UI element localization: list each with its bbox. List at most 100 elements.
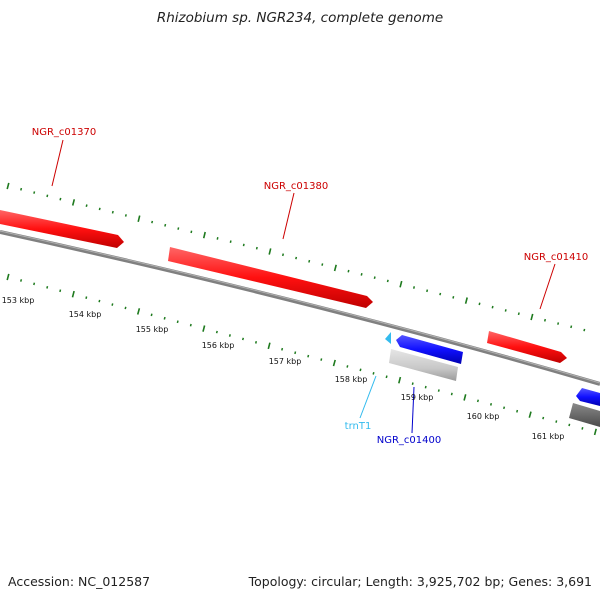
forward-tick-1 (20, 187, 23, 191)
forward-scale-ticks (6, 182, 586, 332)
scale-tick-38 (502, 406, 506, 410)
label-NGR_c01410[interactable]: NGR_c01410 (524, 252, 589, 263)
forward-tick-38 (504, 309, 507, 312)
forward-tick-23 (308, 259, 311, 263)
forward-tick-25 (333, 264, 337, 272)
scale-tick-12 (163, 316, 166, 320)
forward-tick-37 (491, 305, 494, 309)
gene-NGR_c01380-arrow[interactable] (168, 247, 373, 308)
gray-feature-block-right[interactable] (569, 403, 600, 427)
forward-tick-43 (570, 325, 573, 329)
scale-tick-25 (332, 359, 336, 367)
label-NGR_c01380[interactable]: NGR_c01380 (264, 181, 329, 192)
forward-tick-14 (190, 230, 193, 234)
scale-tick-33 (437, 389, 440, 392)
label-trnT1[interactable]: trnT1 (345, 421, 372, 432)
scale-tick-44 (581, 427, 584, 430)
forward-tick-39 (517, 312, 520, 316)
scale-tick-3 (46, 286, 49, 289)
scale-tick-40 (528, 411, 532, 418)
forward-tick-18 (242, 243, 245, 247)
scale-tick-5 (71, 290, 75, 298)
scale-tick-39 (516, 409, 519, 413)
forward-tick-36 (478, 302, 481, 306)
scale-tick-1 (19, 279, 23, 282)
label-NGR_c01400[interactable]: NGR_c01400 (377, 435, 442, 446)
scale-tick-0 (6, 273, 10, 281)
gene-NGR_c01400-arrow[interactable] (396, 335, 463, 364)
forward-tick-28 (373, 276, 376, 279)
forward-tick-5 (71, 199, 76, 206)
forward-tick-15 (202, 231, 206, 239)
accession-text: Accession: NC_012587 (8, 574, 151, 589)
scale-tick-36 (476, 399, 480, 403)
scale-tick-9 (124, 306, 127, 310)
forward-tick-26 (347, 269, 350, 273)
forward-tick-32 (426, 289, 429, 293)
scale-tick-32 (424, 385, 427, 389)
scale-tick-20 (267, 342, 271, 350)
scale-tick-26 (346, 365, 349, 368)
scale-tick-16 (215, 330, 218, 334)
scale-tick-30 (398, 376, 402, 384)
scale-tick-7 (98, 299, 101, 303)
gene-right-edge-arrow[interactable] (576, 388, 600, 406)
scale-tick-34 (450, 392, 453, 396)
forward-tick-4 (59, 197, 62, 201)
scale-tick-37 (489, 403, 493, 406)
forward-tick-35 (464, 297, 468, 304)
reverse-scale-ticks (6, 273, 597, 436)
genome-backbone-highlight (0, 230, 600, 384)
forward-tick-16 (216, 237, 219, 240)
scale-tick-10 (136, 308, 141, 315)
scale-tick-43 (568, 423, 571, 427)
forward-tick-30 (399, 280, 403, 288)
forward-tick-20 (268, 248, 272, 255)
scale-label-158kbp: 158 kbp (335, 375, 368, 384)
forward-tick-7 (98, 207, 101, 211)
scale-tick-27 (359, 368, 362, 372)
scale-tick-11 (150, 313, 153, 317)
trna-trnT1-arrow[interactable] (385, 332, 391, 344)
scale-tick-2 (33, 282, 36, 286)
gene-NGR_c01410-arrow[interactable] (487, 331, 567, 363)
forward-tick-41 (543, 318, 547, 322)
forward-tick-42 (557, 322, 560, 325)
scale-tick-4 (59, 289, 62, 293)
forward-tick-12 (164, 223, 167, 227)
scale-tick-14 (189, 323, 192, 327)
forward-tick-6 (85, 204, 88, 207)
forward-tick-22 (295, 256, 298, 260)
genome-summary-text: Topology: circular; Length: 3,925,702 bp… (248, 574, 592, 589)
forward-tick-29 (386, 279, 389, 283)
callout-NGR_c01380 (282, 192, 295, 240)
scale-label-157kbp: 157 kbp (269, 357, 302, 366)
scale-tick-8 (111, 303, 114, 306)
scale-label-160kbp: 160 kbp (467, 412, 500, 421)
forward-tick-27 (360, 273, 363, 276)
forward-tick-31 (412, 286, 416, 289)
scale-tick-19 (254, 341, 258, 344)
forward-tick-11 (151, 220, 154, 224)
scale-label-153kbp: 153 kbp (2, 296, 35, 305)
callout-trnT1 (359, 375, 377, 419)
label-NGR_c01370[interactable]: NGR_c01370 (32, 127, 97, 138)
forward-tick-34 (452, 296, 455, 299)
forward-tick-0 (6, 182, 10, 190)
forward-tick-8 (111, 210, 114, 214)
genome-title: Rhizobium sp. NGR234, complete genome (156, 10, 444, 26)
forward-tick-21 (281, 253, 285, 257)
gene-NGR_c01370-arrow[interactable] (0, 210, 124, 248)
scale-tick-6 (85, 296, 88, 299)
gray-feature-block[interactable] (389, 349, 458, 381)
forward-tick-40 (530, 313, 534, 321)
forward-tick-3 (46, 194, 49, 198)
genome-backbone (0, 230, 600, 386)
scale-label-159kbp: 159 kbp (401, 393, 434, 402)
forward-tick-17 (229, 240, 232, 243)
forward-tick-10 (137, 215, 141, 222)
scale-tick-28 (372, 372, 375, 375)
callout-NGR_c01400 (411, 386, 415, 434)
scale-label-161kbp: 161 kbp (532, 432, 565, 441)
